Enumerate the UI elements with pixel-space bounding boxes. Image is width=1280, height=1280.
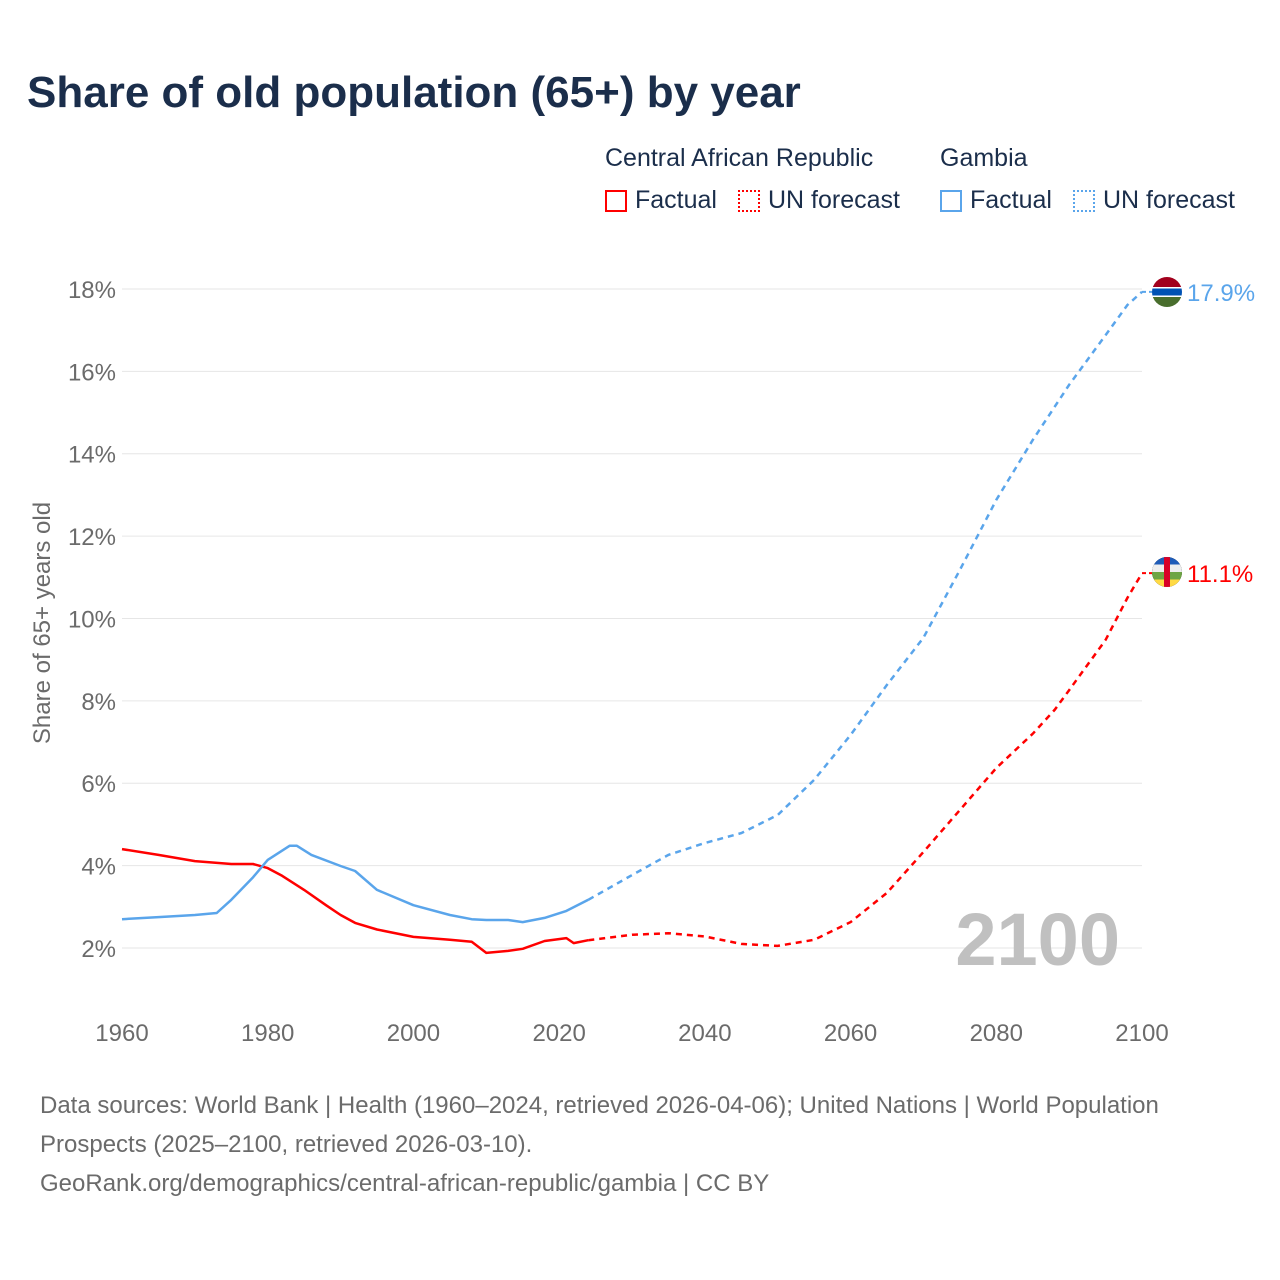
x-tick-label: 2020 (532, 1020, 585, 1047)
legend-label: UN forecast (768, 186, 900, 214)
legend-group-gambia: Gambia (940, 144, 1028, 172)
series-gambia-forecast-line (587, 290, 1143, 901)
legend-swatch-solid (605, 189, 627, 212)
car-flag-icon (1152, 557, 1182, 587)
x-tick-label: 1960 (95, 1020, 148, 1047)
y-tick-label: 4% (81, 854, 116, 881)
end-value-label: 17.9% (1187, 280, 1255, 307)
x-tick-label: 2000 (387, 1020, 440, 1047)
y-tick-label: 16% (68, 359, 116, 386)
y-tick-label: 18% (68, 277, 116, 304)
source-link[interactable]: GeoRank.org/demographics/central-african… (40, 1170, 770, 1197)
legend-car-factual[interactable]: Factual (605, 186, 717, 215)
end-value-label: 11.1% (1187, 561, 1253, 588)
y-tick-label: 6% (81, 771, 116, 798)
legend-label: UN forecast (1103, 186, 1235, 214)
series-car-forecast-line (588, 572, 1144, 948)
gambia-flag-icon (1152, 277, 1182, 307)
legend-swatch-solid (940, 189, 962, 212)
legend-car-forecast[interactable]: UN forecast (738, 186, 900, 215)
legend-swatch-dotted (738, 189, 760, 212)
y-tick-label: 10% (68, 606, 116, 633)
y-tick-label: 12% (68, 524, 116, 551)
y-tick-label: 2% (81, 936, 116, 963)
legend-swatch-dotted (1073, 189, 1095, 212)
legend-group-car: Central African Republic (605, 144, 874, 172)
footer: Data sources: World Bank | Health (1960–… (40, 1086, 1220, 1203)
y-tick-label: 14% (68, 442, 116, 469)
data-sources: Data sources: World Bank | Health (1960–… (40, 1092, 1159, 1158)
x-tick-label: 2040 (678, 1020, 731, 1047)
chart-title: Share of old population (65+) by year (27, 68, 801, 117)
x-tick-label: 2100 (1115, 1020, 1168, 1047)
legend-label: Factual (635, 186, 717, 214)
x-tick-label: 2060 (824, 1020, 877, 1047)
year-watermark: 2100 (955, 898, 1120, 981)
legend-gambia-forecast[interactable]: UN forecast (1073, 186, 1235, 215)
y-tick-label: 8% (81, 689, 116, 716)
x-tick-label: 1980 (241, 1020, 294, 1047)
series-car-factual-line (121, 847, 589, 955)
y-axis-label: Share of 65+ years old (29, 502, 56, 744)
series-gambia-factual-line (121, 844, 589, 924)
x-tick-label: 2080 (970, 1020, 1023, 1047)
legend-label: Factual (970, 186, 1052, 214)
legend-gambia-factual[interactable]: Factual (940, 186, 1052, 215)
